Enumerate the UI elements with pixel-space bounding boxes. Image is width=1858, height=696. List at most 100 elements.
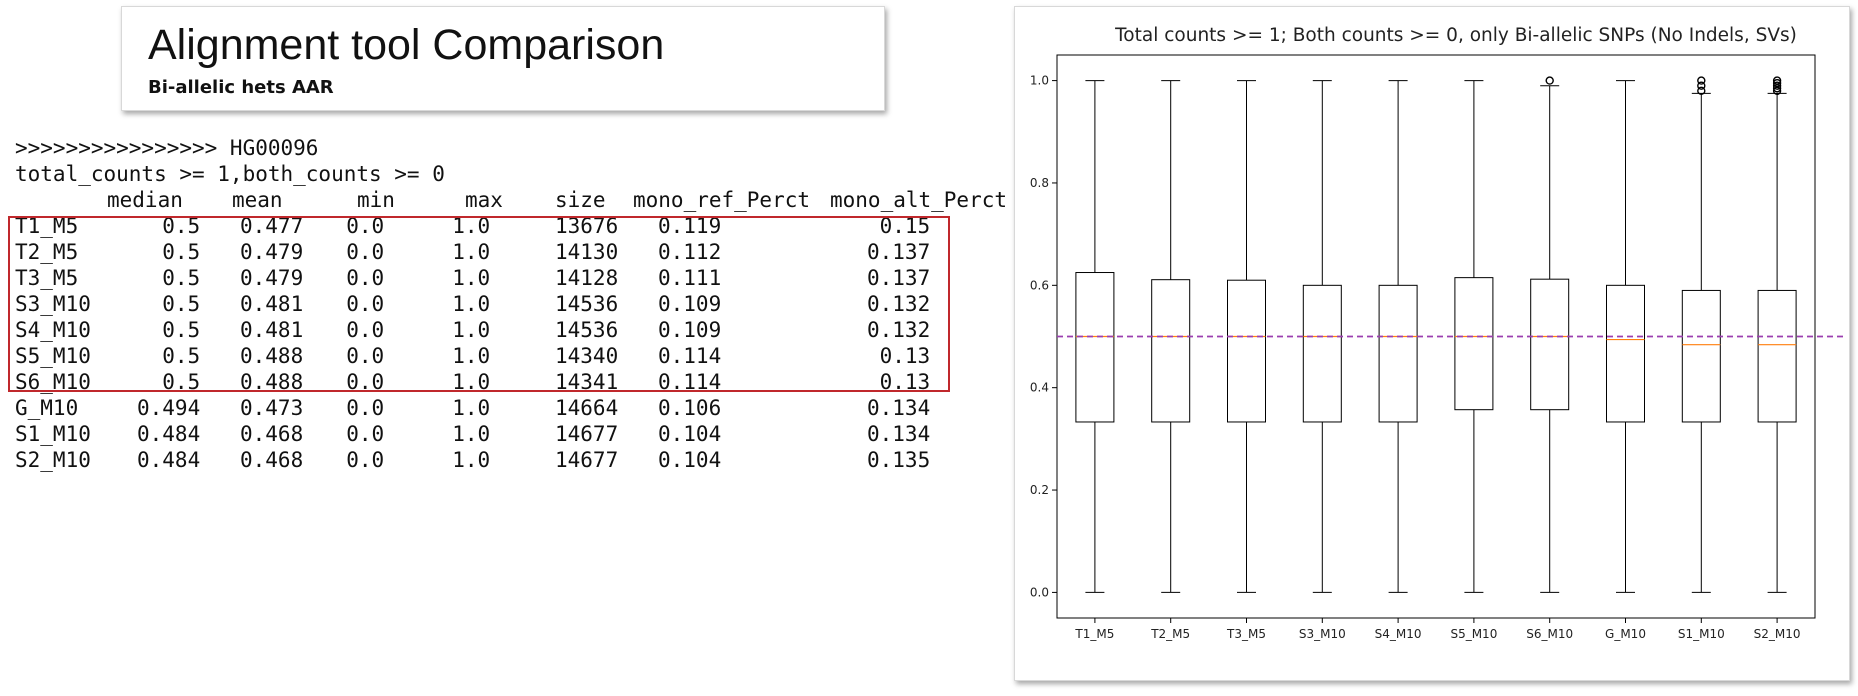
table-cell: 0.468 — [240, 422, 304, 446]
table-cell: 14664 — [555, 396, 619, 420]
table-cell: 14677 — [555, 448, 619, 472]
chart-title: Total counts >= 1; Both counts >= 0, onl… — [1114, 25, 1797, 46]
table-cell: 0.484 — [137, 422, 201, 446]
box-iqr — [1151, 279, 1191, 423]
table-cell: 0.104 — [658, 448, 722, 472]
table-cell: 0.468 — [240, 448, 304, 472]
row-label: S5_M10 — [15, 344, 91, 368]
table-cell: 1.0 — [452, 422, 491, 446]
table-cell: 1.0 — [452, 292, 491, 316]
table-row: S1_M10 0.484 0.468 0.0 1.0 14677 0.104 0.134 — [15, 421, 1015, 447]
table-cell: 14536 — [555, 292, 619, 316]
table-cell: 0.137 — [867, 240, 931, 264]
table-cell: 0.134 — [867, 422, 931, 446]
table-row: S2_M10 0.484 0.468 0.0 1.0 14677 0.104 0.135 — [15, 447, 1015, 473]
table-row: G_M10 0.494 0.473 0.0 1.0 14664 0.106 0.134 — [15, 395, 1015, 421]
row-label: G_M10 — [15, 396, 79, 420]
y-tick-label: 1.0 — [1030, 74, 1049, 88]
x-tick-label: S1_M10 — [1678, 627, 1725, 641]
table-row: T1_M5 0.5 0.477 0.0 1.0 13676 0.119 0.15 — [15, 213, 1015, 239]
column-header: max — [465, 188, 503, 212]
row-label: S3_M10 — [15, 292, 91, 316]
table-cell: 0.473 — [240, 396, 304, 420]
row-label: T2_M5 — [15, 240, 79, 264]
outlier-point — [1697, 81, 1706, 90]
outlier-point — [1545, 76, 1554, 85]
table-cell: 0.106 — [658, 396, 722, 420]
boxplot-card: Total counts >= 1; Both counts >= 0, onl… — [1014, 6, 1850, 681]
y-tick-label: 0.8 — [1030, 176, 1049, 190]
table-cell: 0.5 — [162, 318, 201, 342]
slide-title: Alignment tool Comparison — [148, 21, 665, 69]
y-tick-label: 0.2 — [1030, 483, 1049, 497]
column-header: size — [555, 188, 606, 212]
x-tick-label: G_M10 — [1605, 627, 1646, 641]
table-cell: 0.494 — [137, 396, 201, 420]
table-cell: 0.111 — [658, 266, 722, 290]
table-cell: 0.0 — [346, 240, 385, 264]
table-cell: 0.114 — [658, 344, 722, 368]
table-cell: 1.0 — [452, 240, 491, 264]
table-row: S5_M10 0.5 0.488 0.0 1.0 14340 0.114 0.13 — [15, 343, 1015, 369]
column-header: median — [107, 188, 183, 212]
box-iqr — [1302, 284, 1342, 423]
column-header: mono_ref_Perct — [633, 188, 811, 212]
box-iqr — [1075, 272, 1115, 423]
x-tick-label: S5_M10 — [1450, 627, 1497, 641]
box-iqr — [1454, 277, 1494, 411]
table-cell: 1.0 — [452, 396, 491, 420]
table-cell: 0.112 — [658, 240, 722, 264]
table-cell: 1.0 — [452, 266, 491, 290]
row-label: S4_M10 — [15, 318, 91, 342]
table-cell: 1.0 — [452, 214, 491, 238]
box-iqr — [1681, 289, 1721, 423]
table-cell: 0.479 — [240, 266, 304, 290]
outlier-point — [1697, 86, 1706, 96]
highlight-box — [8, 216, 950, 392]
table-cell: 0.0 — [346, 214, 385, 238]
table-cell: 0.5 — [162, 344, 201, 368]
table-cell: 0.477 — [240, 214, 304, 238]
x-tick-label: S4_M10 — [1375, 627, 1422, 641]
table-cell: 0.5 — [162, 240, 201, 264]
table-cell: 0.0 — [346, 344, 385, 368]
table-cell: 14130 — [555, 240, 619, 264]
table-cell: 0.0 — [346, 292, 385, 316]
table-cell: 0.0 — [346, 318, 385, 342]
outlier-point — [1772, 78, 1782, 88]
table-cell: 0.119 — [658, 214, 722, 238]
table-cell: 0.134 — [867, 396, 931, 420]
table-cell: 0.15 — [879, 214, 931, 238]
table-cell: 0.104 — [658, 422, 722, 446]
x-tick-label: T3_M5 — [1226, 627, 1266, 641]
x-tick-label: S2_M10 — [1754, 627, 1801, 641]
y-tick-label: 0.4 — [1030, 381, 1049, 395]
column-header: mean — [232, 188, 283, 212]
box-iqr — [1606, 284, 1645, 423]
table-cell: 0.0 — [346, 266, 385, 290]
box-iqr — [1530, 278, 1570, 411]
table-cell: 0.137 — [867, 266, 931, 290]
table-cell: 0.132 — [867, 318, 931, 342]
row-label: T1_M5 — [15, 214, 79, 238]
y-tick-label: 0.6 — [1030, 278, 1049, 292]
table-cell: 14536 — [555, 318, 619, 342]
box-iqr — [1757, 289, 1797, 423]
x-tick-label: S3_M10 — [1299, 627, 1346, 641]
table-cell: 0.481 — [240, 292, 304, 316]
table-cell: 0.109 — [658, 292, 722, 316]
column-header: mono_alt_Perct — [830, 188, 1008, 212]
filter-line: total_counts >= 1,both_counts >= 0 — [15, 162, 445, 186]
table-cell: 0.0 — [346, 396, 385, 420]
row-label: S1_M10 — [15, 422, 91, 446]
table-cell: 1.0 — [452, 344, 491, 368]
table-header: median mean min max size mono_ref_Perct … — [15, 187, 1015, 213]
y-tick-label: 0.0 — [1030, 585, 1049, 599]
slide-subtitle: Bi-allelic hets AAR — [148, 77, 334, 98]
table-cell: 0.488 — [240, 344, 304, 368]
slide-title-card: Alignment tool Comparison Bi-allelic het… — [121, 6, 885, 111]
table-cell: 14677 — [555, 422, 619, 446]
table-cell: 0.0 — [346, 448, 385, 472]
table-cell: 14340 — [555, 344, 619, 368]
table-row: T2_M5 0.5 0.479 0.0 1.0 14130 0.112 0.137 — [15, 239, 1015, 265]
